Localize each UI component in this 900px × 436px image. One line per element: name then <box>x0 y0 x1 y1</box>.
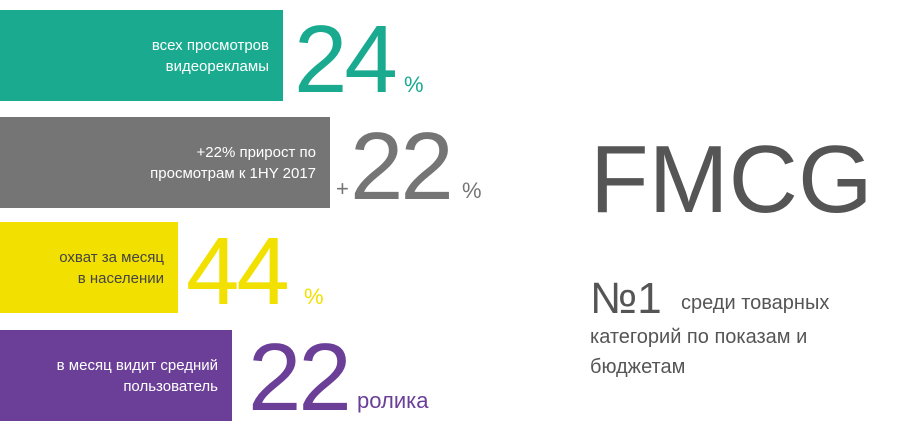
rank-text: категорий по показам и <box>590 326 808 348</box>
stat-unit: % <box>304 284 324 309</box>
bar-text: пользователь <box>123 377 218 395</box>
rank-text: бюджетам <box>590 356 686 378</box>
stat-bar: в месяц видит средний пользователь <box>0 330 232 421</box>
stat-unit: % <box>404 72 424 97</box>
stat-number: 22 <box>350 113 454 220</box>
stat-unit: % <box>462 178 482 203</box>
bar-text: видеорекламы <box>165 57 269 75</box>
rank-text: среди товарных <box>681 292 830 314</box>
stat-number: 22 <box>248 324 352 431</box>
bar-text: в населении <box>77 269 164 287</box>
stat-bar: всех просмотров видеорекламы <box>0 10 283 101</box>
stat-prefix: + <box>336 176 349 201</box>
stat-bar: +22% прирост по просмотрам к 1HY 2017 <box>0 117 330 208</box>
stat-number: 44 <box>186 218 290 325</box>
bar-text: всех просмотров <box>151 36 269 54</box>
stat-bar: охват за месяц в населении <box>0 222 178 313</box>
stat-number: 24 <box>294 6 398 113</box>
stat-unit: ролика <box>357 388 429 413</box>
bar-text: +22% прирост по <box>196 143 316 161</box>
bar-text: просмотрам к 1HY 2017 <box>150 164 316 182</box>
category-title: FMCG <box>590 126 873 233</box>
bar-text: охват за месяц <box>59 248 164 266</box>
rank: №1 <box>590 274 662 323</box>
bar-text: в месяц видит средний <box>56 356 218 374</box>
